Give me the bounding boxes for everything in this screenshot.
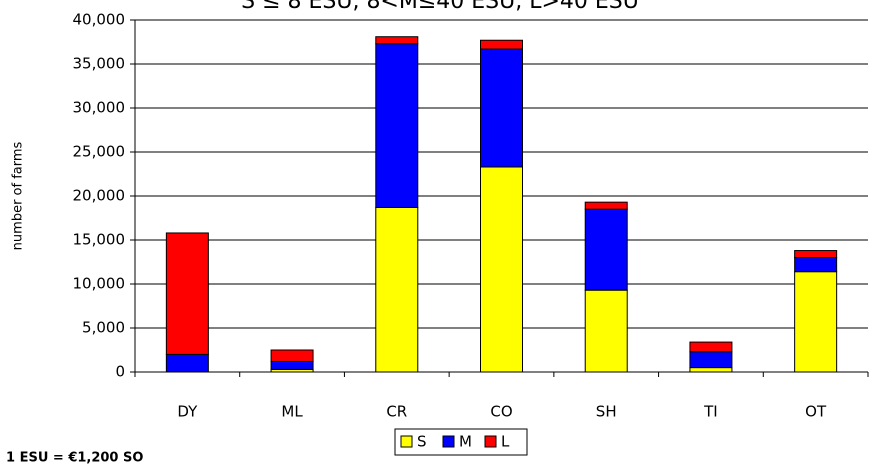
bar-segment bbox=[480, 166, 523, 373]
y-tick-label: 20,000 bbox=[73, 187, 126, 205]
x-tick-label: CR bbox=[386, 403, 407, 421]
bar-segment bbox=[689, 341, 733, 353]
x-tick-label: OT bbox=[805, 403, 827, 421]
bar-segment bbox=[165, 353, 209, 373]
bar-segment bbox=[584, 289, 628, 373]
x-tick-label: ML bbox=[281, 403, 303, 421]
bar-segment bbox=[480, 48, 523, 168]
x-tick-label: CO bbox=[490, 403, 512, 421]
chart-title: S ≤ 8 ESU, 8<M≤40 ESU, L>40 ESU bbox=[241, 0, 639, 14]
bar-segment bbox=[794, 271, 838, 373]
legend-swatch bbox=[400, 435, 413, 448]
y-axis-label: number of farms bbox=[11, 141, 26, 250]
bar-segment bbox=[584, 201, 628, 210]
bar-segment bbox=[375, 206, 419, 373]
x-tick-label: DY bbox=[177, 403, 198, 421]
y-tick-label: 15,000 bbox=[73, 231, 126, 249]
bar-segment bbox=[584, 208, 628, 291]
bar-segment bbox=[794, 257, 838, 273]
bar-segment bbox=[270, 349, 314, 362]
bar-segment bbox=[165, 232, 209, 355]
bar-segment bbox=[689, 367, 733, 373]
y-tick-label: 30,000 bbox=[73, 99, 126, 117]
bar-segment bbox=[794, 250, 838, 259]
legend-swatch bbox=[484, 435, 497, 448]
bar-segment bbox=[375, 36, 419, 45]
y-tick-label: 0 bbox=[115, 363, 125, 381]
legend-label: S bbox=[417, 433, 427, 451]
bar-segment bbox=[689, 351, 733, 369]
legend-label: M bbox=[459, 433, 472, 451]
y-tick-label: 5,000 bbox=[82, 319, 125, 337]
y-tick-label: 10,000 bbox=[73, 275, 126, 293]
legend-box bbox=[394, 428, 528, 456]
footnote: 1 ESU = €1,200 SO bbox=[6, 451, 143, 466]
x-tick-label: TI bbox=[703, 403, 718, 421]
legend-label: L bbox=[501, 433, 510, 451]
x-tick-label: SH bbox=[596, 403, 617, 421]
bar-segment bbox=[480, 39, 523, 50]
y-tick-label: 25,000 bbox=[73, 143, 126, 161]
y-tick-label: 40,000 bbox=[73, 11, 126, 29]
bar-segment bbox=[270, 360, 314, 370]
legend-swatch bbox=[442, 435, 455, 448]
y-tick-label: 35,000 bbox=[73, 55, 126, 73]
bar-segment bbox=[375, 43, 419, 208]
